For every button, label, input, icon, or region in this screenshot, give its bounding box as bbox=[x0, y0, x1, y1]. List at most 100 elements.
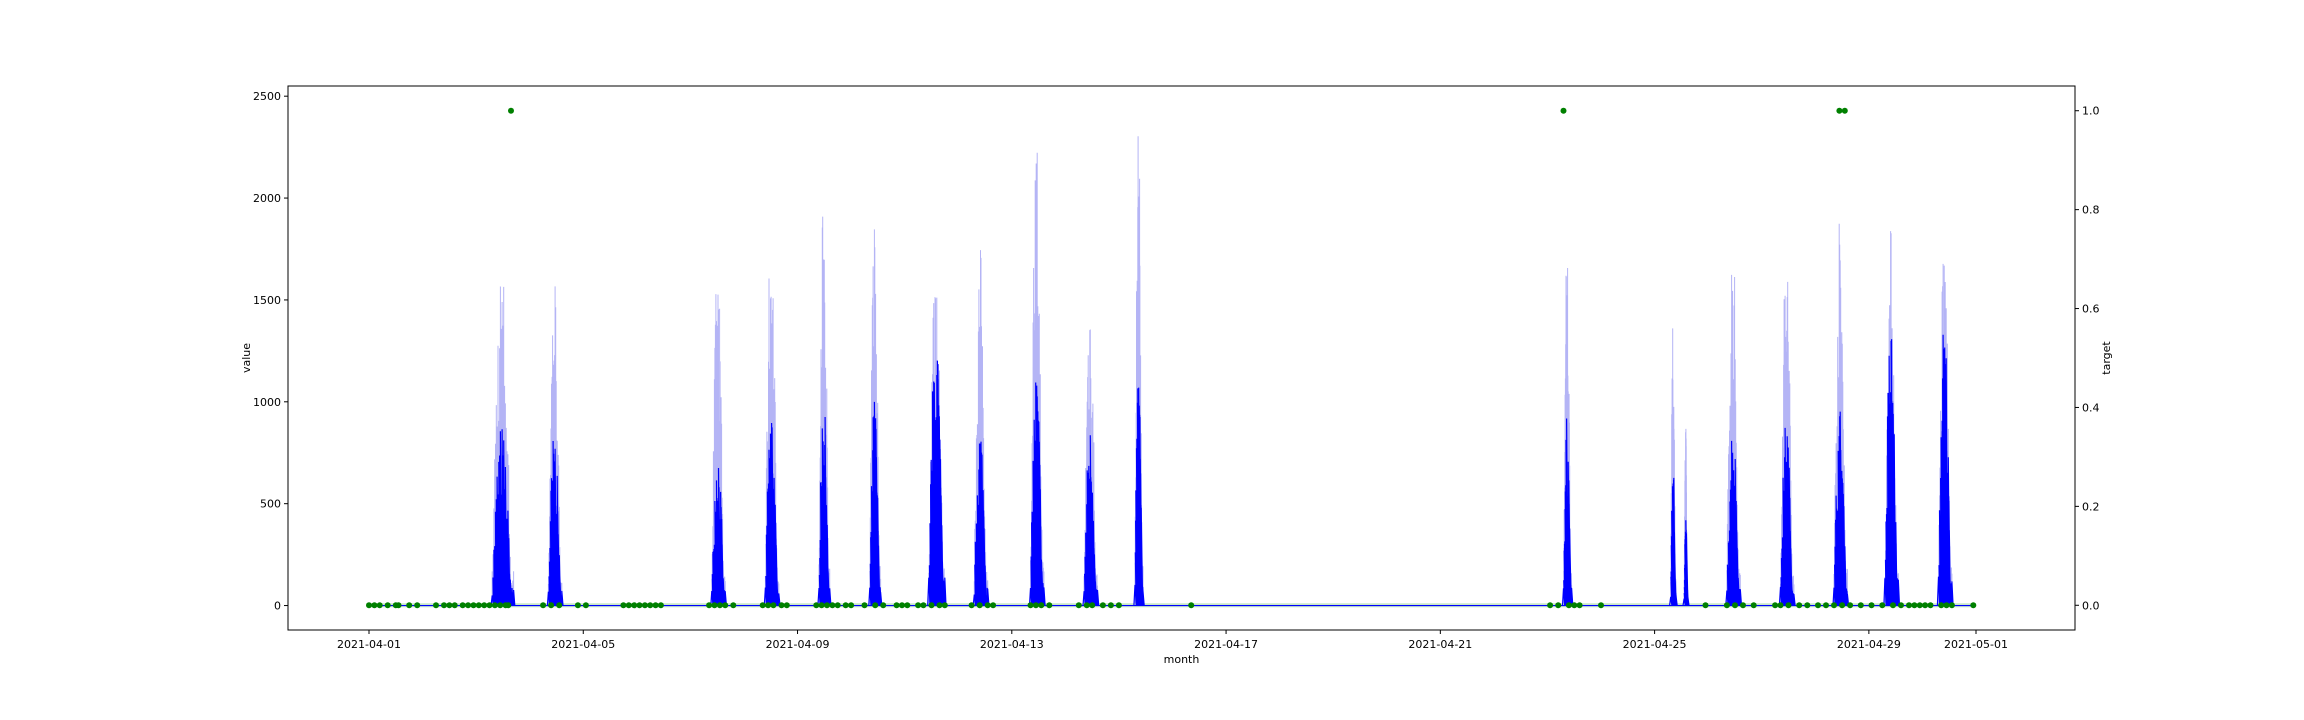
y-tick-label-5: 2500 bbox=[253, 90, 281, 103]
target-point-zero-99 bbox=[1857, 602, 1864, 609]
target-point-zero-18 bbox=[491, 602, 498, 609]
value-line-burst-9 bbox=[1082, 435, 1100, 606]
target-point-zero-58 bbox=[915, 602, 922, 609]
y2-axis-label: target bbox=[2100, 341, 2113, 375]
value-line-burst-14 bbox=[1725, 440, 1743, 606]
target-point-zero-81 bbox=[1571, 602, 1578, 609]
value-line-burst-3 bbox=[763, 422, 781, 606]
x-tick-label-3: 2021-04-13 bbox=[980, 638, 1044, 651]
target-point-one-3 bbox=[1841, 107, 1848, 114]
target-point-zero-78 bbox=[1547, 602, 1554, 609]
target-point-zero-40 bbox=[759, 602, 766, 609]
target-point-zero-32 bbox=[647, 602, 654, 609]
y-tick-label-3: 1500 bbox=[253, 294, 281, 307]
target-point-zero-112 bbox=[1970, 602, 1977, 609]
x-tick-label-1: 2021-04-05 bbox=[551, 638, 615, 651]
target-point-zero-55 bbox=[893, 602, 900, 609]
target-point-zero-39 bbox=[730, 602, 737, 609]
x-tick-label-2: 2021-04-09 bbox=[766, 638, 830, 651]
target-point-zero-53 bbox=[872, 602, 879, 609]
target-point-one-0 bbox=[508, 107, 514, 114]
y-tick-label-2: 1000 bbox=[253, 396, 281, 409]
target-point-zero-76 bbox=[1115, 602, 1122, 609]
target-point-zero-14 bbox=[470, 602, 477, 609]
y2-tick-label-1: 0.2 bbox=[2082, 500, 2100, 513]
target-point-zero-96 bbox=[1831, 602, 1837, 609]
target-point-zero-57 bbox=[904, 602, 911, 609]
target-point-zero-11 bbox=[451, 602, 458, 609]
target-point-zero-68 bbox=[1032, 602, 1039, 609]
value-line-burst-5 bbox=[868, 401, 883, 606]
x-axis: 2021-04-01 2021-04-05 2021-04-09 2021-04-13… bbox=[337, 630, 2008, 651]
value-line-burst-16 bbox=[1832, 411, 1850, 606]
target-point-zero-28 bbox=[625, 602, 632, 609]
x-tick-label-8: 2021-05-01 bbox=[1944, 638, 2008, 651]
y2-tick-label-2: 0.4 bbox=[2082, 401, 2100, 414]
axes-frame bbox=[287, 85, 2076, 631]
target-point-zero-1 bbox=[371, 602, 378, 609]
target-point-zero-8 bbox=[433, 602, 439, 609]
target-point-zero-29 bbox=[631, 602, 638, 609]
target-point-zero-5 bbox=[395, 602, 402, 609]
target-point-one-1 bbox=[1560, 107, 1567, 114]
target-point-zero-73 bbox=[1089, 602, 1096, 609]
target-point-zero-38 bbox=[722, 602, 729, 609]
x-tick-label-4: 2021-04-17 bbox=[1194, 638, 1258, 651]
target-point-zero-7 bbox=[414, 602, 421, 609]
x-axis-label: month bbox=[1164, 653, 1200, 666]
target-point-zero-17 bbox=[486, 602, 493, 609]
y-axis-left: 0 500 1000 1500 2000 2500 bbox=[253, 90, 288, 613]
target-point-zero-86 bbox=[1732, 602, 1738, 609]
target-point-zero-27 bbox=[620, 602, 627, 609]
value-line-burst-13 bbox=[1682, 520, 1690, 606]
y2-tick-label-4: 0.8 bbox=[2082, 204, 2100, 217]
target-point-zero-92 bbox=[1796, 602, 1803, 609]
x-tick-label-0: 2021-04-01 bbox=[337, 638, 401, 651]
target-point-zero-74 bbox=[1099, 602, 1106, 609]
target-point-zero-31 bbox=[641, 602, 648, 609]
target-points-layer bbox=[366, 107, 1977, 609]
target-point-zero-54 bbox=[880, 602, 887, 609]
target-point-zero-107 bbox=[1922, 602, 1929, 609]
target-point-zero-64 bbox=[976, 602, 983, 609]
target-point-zero-65 bbox=[984, 602, 991, 609]
y-tick-label-4: 2000 bbox=[253, 192, 281, 205]
target-point-zero-87 bbox=[1740, 602, 1746, 609]
target-point-zero-0 bbox=[366, 602, 372, 609]
target-point-zero-50 bbox=[842, 602, 849, 609]
target-point-zero-13 bbox=[465, 602, 472, 609]
target-point-zero-47 bbox=[824, 602, 830, 609]
target-point-zero-33 bbox=[652, 602, 659, 609]
target-point-zero-15 bbox=[475, 602, 482, 609]
target-point-zero-88 bbox=[1750, 602, 1757, 609]
target-point-zero-67 bbox=[1027, 602, 1034, 609]
value-line-burst-4 bbox=[817, 416, 832, 606]
target-point-zero-90 bbox=[1777, 602, 1784, 609]
target-point-zero-85 bbox=[1723, 602, 1730, 609]
value-line-burst-10 bbox=[1133, 387, 1145, 606]
target-point-zero-9 bbox=[441, 602, 447, 609]
target-point-zero-42 bbox=[770, 602, 777, 609]
value-line-burst-11 bbox=[1561, 418, 1574, 606]
target-point-zero-70 bbox=[1046, 602, 1053, 609]
target-point-zero-100 bbox=[1868, 602, 1875, 609]
target-point-zero-59 bbox=[920, 602, 927, 609]
y-axis-label: value bbox=[240, 343, 253, 373]
target-point-zero-62 bbox=[941, 602, 948, 609]
target-point-zero-41 bbox=[765, 602, 772, 609]
target-point-zero-82 bbox=[1576, 602, 1583, 609]
target-point-zero-25 bbox=[574, 602, 581, 609]
target-point-zero-24 bbox=[556, 602, 563, 609]
value-line-burst-18 bbox=[1936, 334, 1954, 606]
y-tick-label-0: 0 bbox=[274, 600, 281, 613]
target-point-zero-44 bbox=[783, 602, 790, 609]
target-point-zero-56 bbox=[899, 602, 905, 609]
target-point-zero-46 bbox=[818, 602, 825, 609]
target-point-zero-23 bbox=[548, 602, 555, 609]
plot-area bbox=[288, 86, 2075, 630]
target-point-zero-2 bbox=[376, 602, 383, 609]
target-point-zero-97 bbox=[1839, 602, 1846, 609]
target-point-zero-89 bbox=[1772, 602, 1779, 609]
target-point-zero-77 bbox=[1188, 602, 1195, 609]
